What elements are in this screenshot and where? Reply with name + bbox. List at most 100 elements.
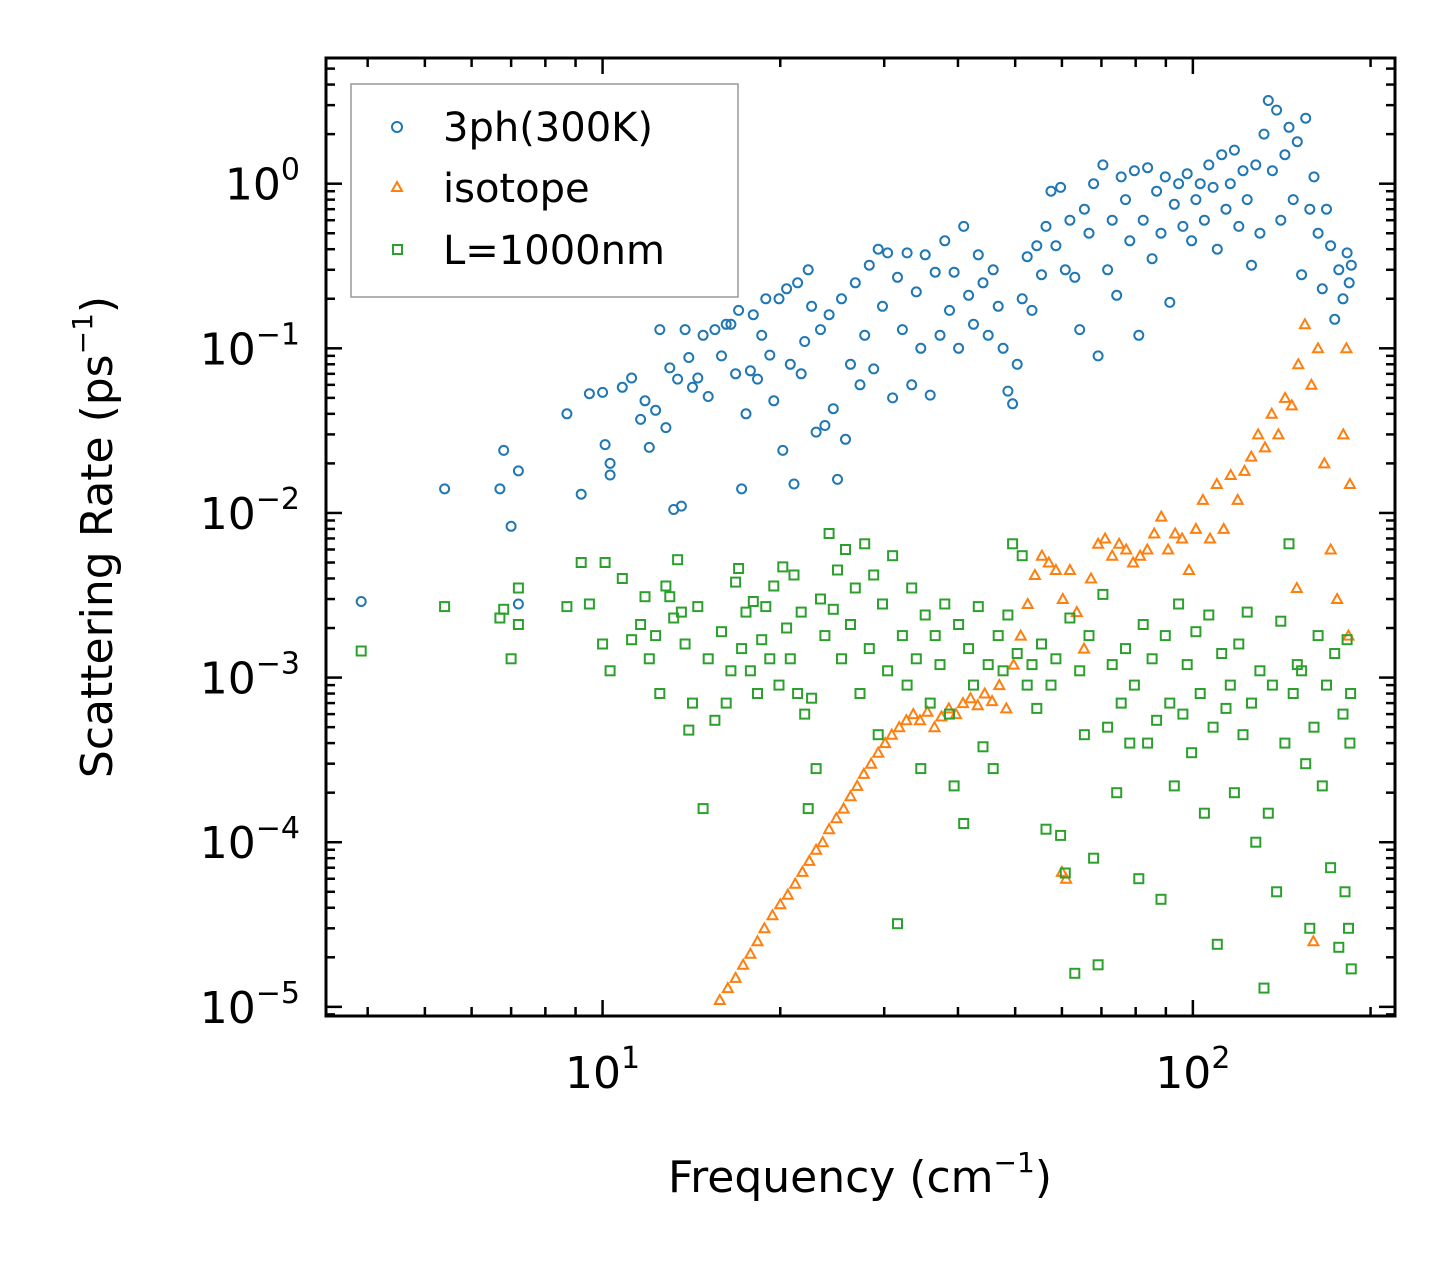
data-point [816, 835, 830, 848]
data-point [872, 243, 884, 255]
data-point [1246, 259, 1257, 271]
data-point [733, 304, 745, 316]
data-point [1211, 243, 1223, 255]
data-point [948, 780, 960, 792]
data-point [864, 756, 878, 769]
data-point [1064, 214, 1076, 226]
data-point [1304, 922, 1316, 934]
data-point [1175, 531, 1189, 544]
data-point [1266, 165, 1278, 177]
data-point [1069, 967, 1081, 979]
data-point [827, 603, 839, 615]
data-point [597, 386, 609, 398]
data-point [1324, 542, 1338, 555]
data-point [1251, 427, 1265, 440]
data-point [1016, 293, 1028, 305]
data-point [692, 601, 704, 613]
data-point [1045, 679, 1057, 691]
data-point [635, 619, 647, 630]
data-point [1265, 406, 1279, 419]
data-point [885, 727, 899, 740]
data-point [512, 598, 524, 610]
data-point [716, 626, 727, 638]
data-point [1241, 194, 1253, 206]
data-point [730, 368, 742, 380]
data-point [1021, 596, 1035, 609]
data-point [498, 444, 510, 456]
data-point [857, 766, 871, 779]
data-point [1233, 638, 1245, 650]
data-point [1279, 737, 1291, 749]
data-point [1333, 941, 1345, 953]
data-point [764, 653, 776, 665]
data-point [583, 388, 595, 400]
data-point [802, 264, 814, 276]
data-point [877, 598, 888, 610]
data-point [1207, 721, 1219, 733]
data-point [1021, 679, 1033, 691]
data-point [672, 373, 684, 385]
data-point [1137, 214, 1149, 226]
data-point [1345, 963, 1357, 975]
data-point [1124, 737, 1136, 749]
data-point [963, 289, 975, 301]
data-point [987, 763, 999, 775]
data-point [1159, 171, 1171, 183]
data-point [768, 395, 780, 407]
data-point [1050, 653, 1062, 665]
data-point [868, 363, 880, 375]
data-point [639, 395, 651, 407]
y-tick-label: 10−4 [200, 811, 300, 869]
data-point [882, 247, 894, 259]
data-point [1088, 178, 1100, 190]
data-point [1140, 542, 1154, 555]
data-point [953, 619, 965, 630]
data-point [1181, 659, 1193, 671]
data-point [1190, 626, 1202, 638]
data-point [439, 483, 451, 495]
data-point [929, 266, 941, 278]
data-point [987, 264, 999, 276]
data-point [1120, 194, 1131, 206]
data-point [927, 720, 942, 733]
data-point [1337, 708, 1349, 720]
data-point [1329, 648, 1341, 659]
data-point [1084, 571, 1098, 584]
data-point [788, 876, 802, 889]
data-point [1102, 264, 1114, 276]
data-point [1146, 253, 1158, 265]
data-point [1133, 548, 1147, 561]
data-point [806, 300, 818, 312]
data-point [1168, 780, 1180, 792]
data-point [1250, 836, 1262, 848]
data-point [944, 304, 955, 316]
data-point [561, 408, 573, 420]
data-point [924, 697, 936, 709]
data-point [752, 373, 763, 385]
data-point [1011, 358, 1023, 370]
data-point [512, 465, 524, 477]
data-point [1254, 665, 1266, 677]
data-point [1316, 780, 1328, 792]
data-point [660, 580, 672, 592]
data-point [1279, 149, 1291, 161]
data-point [1325, 240, 1337, 252]
data-point [1177, 708, 1189, 720]
data-point [810, 426, 822, 438]
data-point [1105, 548, 1119, 561]
data-point [1308, 721, 1320, 733]
data-point [882, 665, 894, 677]
data-point [799, 336, 811, 347]
data-point [773, 293, 785, 305]
data-point [736, 643, 748, 655]
data-point [583, 598, 595, 610]
data-point [760, 293, 772, 305]
data-point [744, 365, 756, 377]
data-point [1224, 679, 1236, 691]
data-point [788, 569, 800, 581]
data-point [1283, 538, 1295, 550]
data-point [675, 606, 687, 618]
data-point [810, 763, 822, 775]
data-point [1271, 104, 1283, 116]
data-point [1074, 665, 1086, 677]
